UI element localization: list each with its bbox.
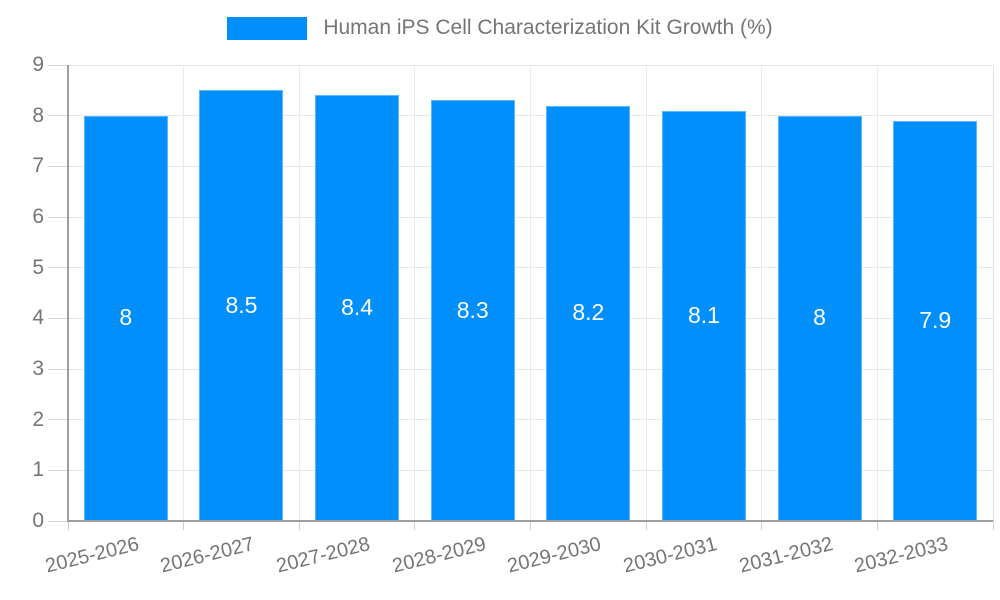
y-axis-tick [48, 267, 68, 269]
x-gridline [761, 65, 763, 521]
y-axis-tick-label: 1 [32, 458, 44, 482]
y-axis-tick [48, 469, 68, 471]
bar-value-label: 8.3 [456, 296, 489, 323]
y-axis-line [67, 65, 69, 521]
bar: 7.9 [893, 120, 978, 521]
bar: 8.4 [315, 95, 400, 521]
legend-swatch [227, 16, 308, 40]
bar: 8 [83, 115, 168, 521]
x-axis-category-label: 2025-2026 [42, 533, 142, 578]
y-axis-tick-label: 0 [32, 509, 44, 532]
x-gridline [992, 65, 994, 521]
bar-value-label: 8.2 [572, 299, 605, 326]
bar: 8.1 [661, 110, 746, 521]
bar: 8.3 [430, 100, 515, 521]
x-axis-tick [645, 521, 647, 530]
y-axis-tick [48, 520, 68, 522]
y-axis-tick-label: 7 [32, 154, 44, 178]
bar-value-label: 7.9 [919, 306, 952, 333]
y-axis-tick [48, 64, 68, 66]
bar-value-label: 8 [813, 304, 826, 331]
y-axis-tick [48, 165, 68, 167]
y-axis-tick-label: 6 [32, 205, 44, 228]
y-axis-tick-label: 3 [32, 357, 44, 380]
y-axis-tick-label: 8 [32, 103, 44, 127]
x-axis-tick [183, 521, 185, 530]
y-axis-tick [48, 216, 68, 218]
x-axis-category-label: 2032-2033 [852, 533, 951, 578]
x-axis-tick [530, 521, 531, 530]
x-axis-tick [67, 521, 69, 530]
bar-value-label: 8.5 [225, 291, 258, 318]
x-gridline [298, 65, 300, 521]
bar: 8.5 [199, 90, 284, 521]
x-gridline [414, 65, 416, 521]
y-axis-tick-label: 2 [32, 407, 44, 431]
y-axis-tick [48, 368, 68, 370]
x-axis-category-label: 2031-2032 [736, 533, 835, 578]
x-gridline [530, 65, 531, 521]
x-axis-category-label: 2030-2031 [621, 533, 720, 578]
x-gridline [645, 65, 647, 521]
bar: 8 [777, 115, 862, 521]
x-axis-line [67, 520, 993, 522]
plot-area: 0 1 2 3 4 5 6 7 8 9 8 2025-2026 8.5 2026-2027 8.4 2027-… [32, 53, 994, 577]
bar: 8.2 [546, 105, 631, 521]
x-axis-tick [876, 521, 878, 530]
x-axis-category-label: 2027-2028 [274, 533, 373, 578]
x-axis-category-label: 2029-2030 [505, 533, 604, 578]
x-gridline [183, 65, 185, 521]
y-axis-tick-label: 9 [32, 53, 44, 76]
x-axis-tick [761, 521, 763, 530]
chart-legend[interactable]: Human iPS Cell Characterization Kit Grow… [0, 16, 1000, 40]
legend-label: Human iPS Cell Characterization Kit Grow… [323, 16, 773, 39]
x-axis-category-label: 2028-2029 [389, 533, 489, 578]
x-axis-tick [414, 521, 416, 530]
y-axis-tick [48, 115, 68, 117]
x-gridline [876, 65, 878, 521]
x-axis-tick [992, 521, 994, 530]
y-axis-tick-label: 5 [32, 255, 44, 279]
bar-value-label: 8 [119, 304, 133, 331]
y-axis-tick [48, 419, 68, 421]
y-axis-tick [48, 317, 68, 319]
x-axis-category-label: 2026-2027 [158, 533, 257, 578]
bar-value-label: 8.4 [341, 294, 374, 321]
y-axis-tick-label: 4 [32, 306, 44, 330]
x-axis-tick [298, 521, 300, 530]
bar-value-label: 8.1 [687, 301, 720, 328]
